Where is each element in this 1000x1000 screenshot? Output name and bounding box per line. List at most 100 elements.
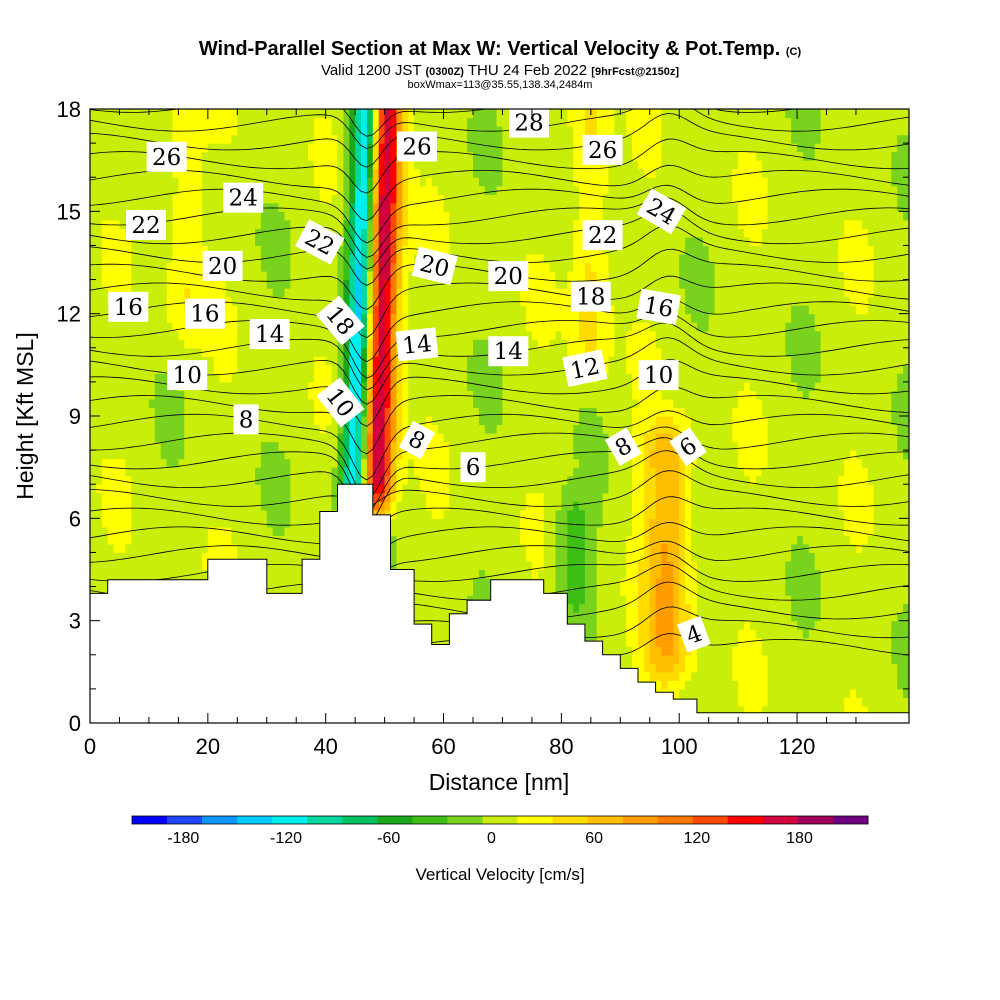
field-cell bbox=[148, 109, 156, 119]
field-cell bbox=[478, 330, 486, 340]
field-cell bbox=[284, 373, 291, 383]
field-cell bbox=[178, 347, 185, 357]
field-cell bbox=[243, 398, 250, 408]
field-cell bbox=[490, 441, 498, 451]
field-cell bbox=[296, 381, 303, 391]
field-cell bbox=[302, 313, 309, 323]
field-cell bbox=[237, 151, 244, 161]
field-cell bbox=[249, 236, 256, 246]
field-cell bbox=[361, 475, 368, 485]
field-cell bbox=[196, 424, 203, 434]
field-cell bbox=[178, 322, 185, 332]
field-cell bbox=[343, 433, 350, 443]
field-cell bbox=[343, 168, 350, 178]
field-cell bbox=[160, 322, 168, 332]
field-cell bbox=[366, 211, 374, 221]
field-cell bbox=[137, 492, 144, 502]
field-cell bbox=[243, 356, 250, 366]
field-cell bbox=[325, 458, 333, 468]
field-cell bbox=[319, 279, 327, 289]
field-cell bbox=[119, 398, 126, 408]
field-cell bbox=[113, 168, 121, 178]
field-cell bbox=[272, 492, 280, 502]
field-cell bbox=[125, 279, 132, 289]
field-cell bbox=[107, 228, 115, 238]
field-cell bbox=[467, 254, 474, 264]
field-cell bbox=[154, 364, 162, 374]
field-cell bbox=[90, 450, 97, 460]
field-cell bbox=[366, 416, 374, 426]
field-cell bbox=[95, 398, 103, 408]
field-cell bbox=[390, 475, 397, 485]
field-cell bbox=[296, 339, 303, 349]
field-cell bbox=[160, 194, 168, 204]
field-cell bbox=[172, 458, 179, 468]
field-cell bbox=[131, 424, 138, 434]
field-cell bbox=[378, 441, 386, 451]
field-cell bbox=[455, 407, 462, 417]
field-cell bbox=[260, 194, 268, 204]
field-cell bbox=[107, 484, 115, 494]
field-cell bbox=[313, 211, 321, 221]
field-cell bbox=[213, 373, 221, 383]
field-cell bbox=[408, 236, 415, 246]
field-cell bbox=[396, 390, 403, 400]
field-cell bbox=[420, 586, 427, 596]
field-cell bbox=[372, 168, 380, 178]
field-cell bbox=[296, 398, 303, 408]
field-cell bbox=[113, 535, 121, 545]
field-cell bbox=[143, 535, 150, 545]
field-cell bbox=[184, 185, 191, 195]
field-cell bbox=[366, 433, 374, 443]
field-cell bbox=[290, 219, 297, 229]
field-cell bbox=[402, 288, 409, 298]
field-cell bbox=[461, 109, 468, 119]
field-cell bbox=[90, 467, 97, 477]
field-cell bbox=[219, 245, 227, 255]
field-cell bbox=[437, 407, 445, 417]
field-cell bbox=[437, 322, 445, 332]
field-cell bbox=[213, 356, 221, 366]
field-cell bbox=[184, 211, 191, 221]
field-cell bbox=[437, 424, 445, 434]
field-cell bbox=[207, 356, 215, 366]
field-cell bbox=[201, 339, 209, 349]
field-cell bbox=[484, 543, 492, 553]
field-cell bbox=[119, 475, 126, 485]
field-cell bbox=[455, 126, 462, 136]
field-cell bbox=[484, 475, 492, 485]
field-cell bbox=[484, 339, 492, 349]
field-cell bbox=[160, 134, 168, 144]
field-cell bbox=[160, 398, 168, 408]
field-cell bbox=[361, 433, 368, 443]
field-cell bbox=[219, 543, 227, 553]
field-cell bbox=[443, 185, 450, 195]
field-cell bbox=[260, 177, 268, 187]
field-cell bbox=[343, 228, 350, 238]
field-cell bbox=[384, 151, 392, 161]
field-cell bbox=[296, 543, 303, 553]
field-cell bbox=[372, 492, 380, 502]
field-cell bbox=[266, 134, 274, 144]
field-cell bbox=[325, 467, 333, 477]
field-cell bbox=[95, 518, 103, 528]
field-cell bbox=[402, 458, 409, 468]
field-cell bbox=[278, 390, 285, 400]
field-cell bbox=[272, 569, 280, 579]
field-cell bbox=[196, 552, 203, 562]
field-cell bbox=[361, 194, 368, 204]
field-cell bbox=[260, 245, 268, 255]
field-cell bbox=[255, 313, 262, 323]
field-cell bbox=[431, 603, 439, 613]
field-cell bbox=[207, 202, 215, 212]
field-cell bbox=[131, 441, 138, 451]
field-cell bbox=[343, 475, 350, 485]
field-cell bbox=[484, 288, 492, 298]
field-cell bbox=[425, 364, 433, 374]
field-cell bbox=[290, 458, 297, 468]
field-cell bbox=[490, 117, 498, 127]
field-cell bbox=[95, 552, 103, 562]
field-cell bbox=[184, 467, 191, 477]
field-cell bbox=[113, 509, 121, 519]
field-cell bbox=[148, 356, 156, 366]
